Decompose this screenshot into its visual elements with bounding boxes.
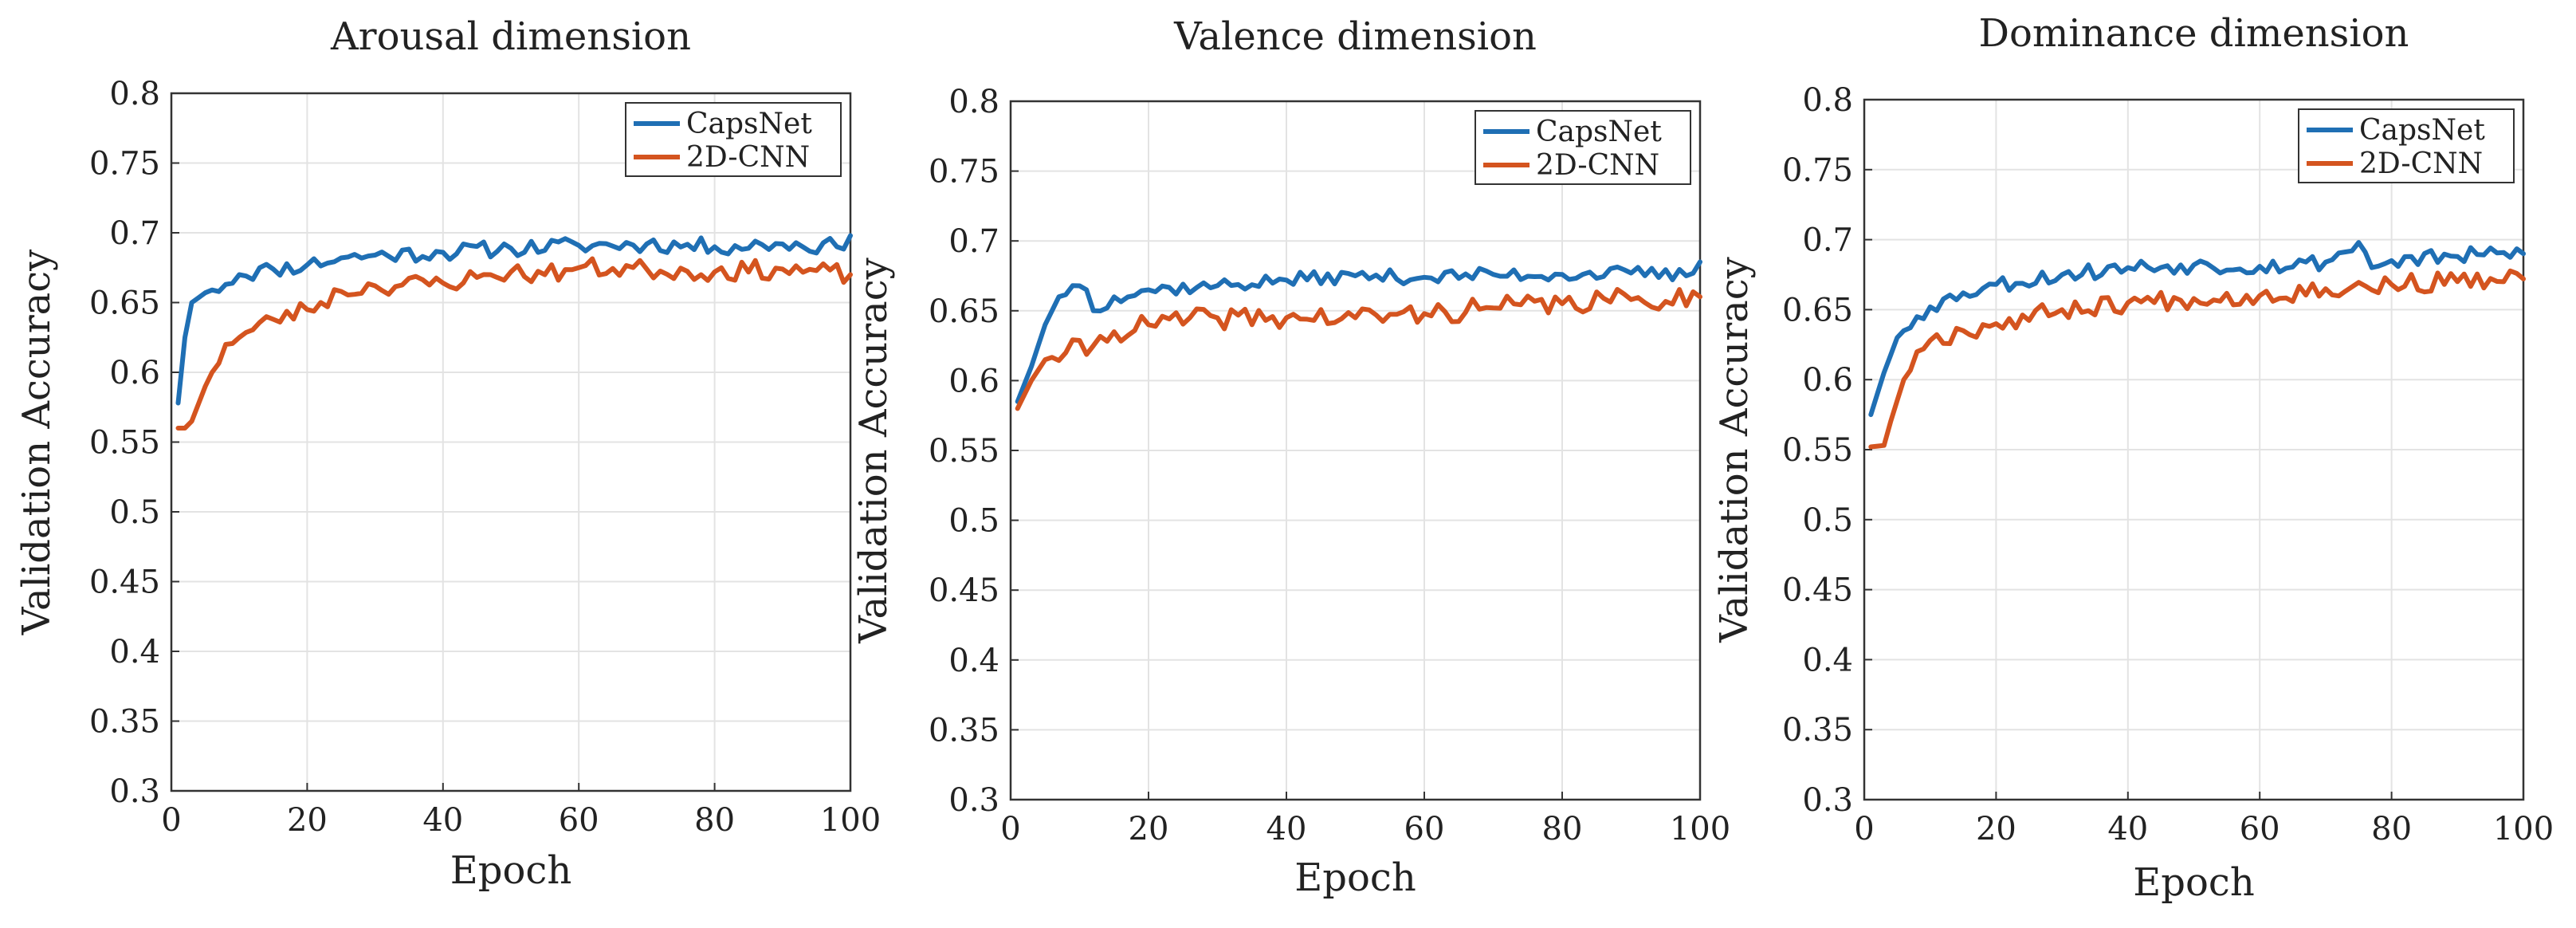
series-line-capsnet: [1015, 259, 1702, 404]
legend-label: CapsNet: [686, 108, 812, 140]
x-tick-label: 0: [161, 802, 181, 839]
y-tick-label: 0.3: [948, 782, 999, 819]
x-tick-label: 80: [694, 802, 735, 839]
y-tick-label: 0.75: [1782, 152, 1853, 189]
series-line-capsnet: [175, 233, 853, 406]
y-tick-label: 0.3: [109, 773, 160, 810]
y-tick-label: 0.65: [89, 285, 160, 322]
y-tick-label: 0.45: [89, 564, 160, 601]
y-tick-label: 0.5: [948, 503, 999, 540]
y-tick-label: 0.4: [109, 634, 160, 670]
x-tick-label: 60: [2240, 811, 2280, 847]
y-tick-label: 0.6: [948, 363, 999, 399]
series-line-2d-cnn: [175, 256, 853, 431]
series-line-2d-cnn: [1868, 268, 2526, 450]
legend-box: [1475, 110, 1691, 185]
x-tick-label: 20: [287, 802, 328, 839]
legend-label: CapsNet: [1536, 116, 1662, 148]
y-tick-label: 0.7: [1802, 222, 1853, 259]
series-line-capsnet: [1868, 240, 2526, 418]
y-tick-label: 0.5: [109, 494, 160, 531]
axes-box: [1009, 100, 1702, 801]
x-tick-label: 60: [559, 802, 599, 839]
y-tick-label: 0.3: [1802, 782, 1853, 819]
x-tick-label: 40: [1266, 811, 1307, 847]
legend-label: 2D-CNN: [686, 141, 810, 174]
x-tick-label: 0: [1854, 811, 1874, 847]
x-tick-label: 80: [2371, 811, 2412, 847]
y-tick-label: 0.65: [929, 293, 999, 330]
x-tick-label: 20: [1129, 811, 1169, 847]
x-tick-label: 60: [1404, 811, 1445, 847]
y-tick-label: 0.8: [1802, 82, 1853, 119]
y-tick-label: 0.35: [929, 712, 999, 749]
y-tick-label: 0.6: [1802, 362, 1853, 399]
y-tick-label: 0.8: [948, 84, 999, 120]
chart-title: Dominance dimension: [1979, 11, 2409, 56]
legend-label: CapsNet: [2359, 114, 2485, 147]
legend-label: 2D-CNN: [2359, 147, 2483, 180]
legend-label: 2D-CNN: [1536, 149, 1659, 182]
x-axis-label: Epoch: [1294, 855, 1416, 900]
chart-panel-2: 0.3 0.35 0.4 0.45 0.5 0.55 0.6 0.65 0.7 0.75 0.8 0 2…: [851, 14, 1730, 900]
chart-panel-3: 0.3 0.35 0.4 0.45 0.5 0.55 0.6 0.65 0.7 0.75 0.8 0 2…: [1712, 11, 2554, 905]
y-tick-label: 0.55: [929, 433, 999, 470]
y-tick-label: 0.4: [948, 643, 999, 679]
y-tick-label: 0.35: [89, 704, 160, 741]
y-tick-label: 0.4: [1802, 642, 1853, 678]
x-tick-label: 100: [1670, 811, 1730, 847]
series-line-2d-cnn: [1015, 287, 1702, 411]
y-tick-label: 0.45: [929, 572, 999, 609]
y-tick-label: 0.45: [1782, 572, 1853, 609]
chart-title: Valence dimension: [1173, 14, 1537, 59]
chart-title: Arousal dimension: [330, 14, 691, 59]
y-tick-label: 0.65: [1782, 292, 1853, 328]
y-tick-label: 0.55: [89, 425, 160, 462]
y-tick-label: 0.35: [1782, 712, 1853, 749]
x-axis-label: Epoch: [2133, 860, 2254, 905]
legend-box: [625, 102, 842, 177]
x-tick-label: 0: [1000, 811, 1020, 847]
x-axis-label: Epoch: [450, 848, 571, 893]
x-tick-label: 100: [820, 802, 881, 839]
legend-box: [2298, 108, 2515, 183]
x-tick-label: 40: [2107, 811, 2148, 847]
y-tick-label: 0.7: [109, 215, 160, 252]
x-tick-label: 40: [422, 802, 463, 839]
y-tick-label: 0.7: [948, 223, 999, 260]
x-tick-label: 80: [1542, 811, 1583, 847]
x-tick-label: 20: [1976, 811, 2016, 847]
y-tick-label: 0.5: [1802, 502, 1853, 539]
y-tick-label: 0.8: [109, 76, 160, 112]
chart-panel-1: 0.3 0.35 0.4 0.45 0.5 0.55 0.6 0.65 0.7 0.75 0.8 0 2…: [14, 14, 881, 893]
y-axis-label: Validation Accuracy: [851, 258, 896, 644]
axes-box: [1863, 98, 2525, 801]
x-tick-label: 100: [2493, 811, 2554, 847]
axes-box: [170, 92, 852, 792]
y-tick-label: 0.6: [109, 355, 160, 391]
y-axis-label: Validation Accuracy: [1712, 257, 1757, 643]
y-tick-label: 0.75: [89, 146, 160, 183]
y-axis-label: Validation Accuracy: [14, 250, 59, 636]
y-tick-label: 0.75: [929, 154, 999, 191]
y-tick-label: 0.55: [1782, 432, 1853, 469]
